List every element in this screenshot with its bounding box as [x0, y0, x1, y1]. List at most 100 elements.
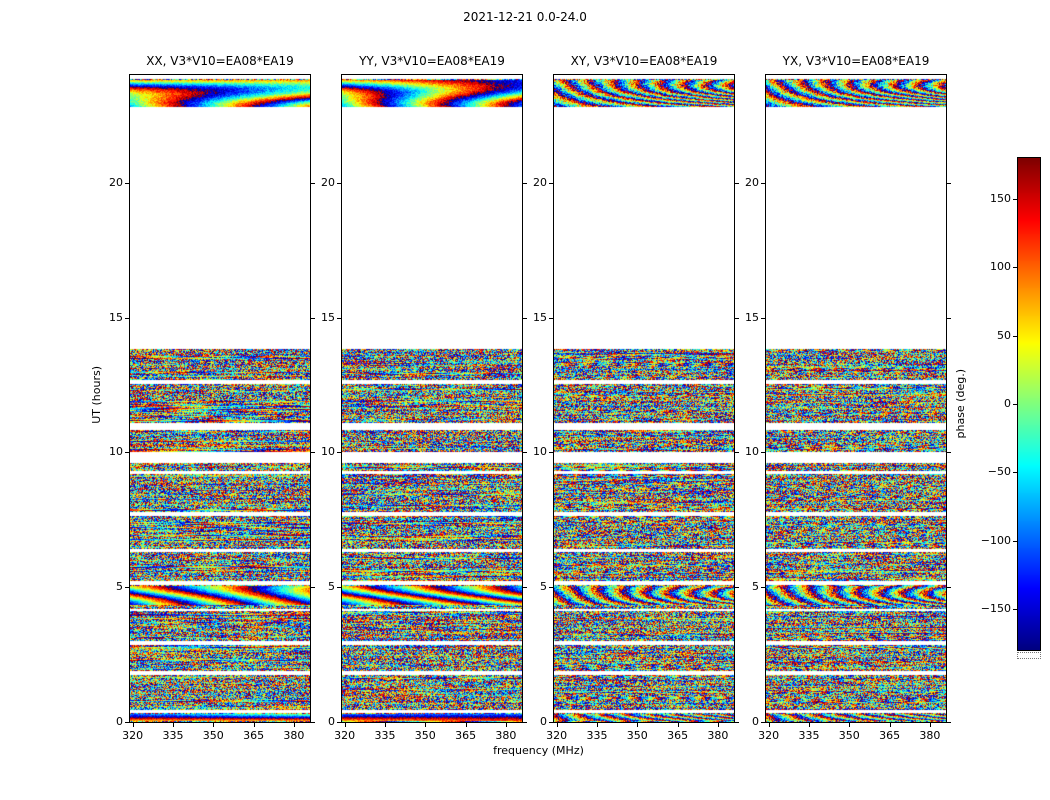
- x-tick-label: 350: [626, 729, 648, 742]
- x-axis-label: frequency (MHz): [493, 744, 584, 757]
- y-tick-mark: [311, 587, 315, 589]
- y-tick-mark: [947, 587, 951, 589]
- colorbar-tick-mark: [1013, 335, 1017, 337]
- y-tick-label: 20: [533, 175, 547, 189]
- x-tick-label: 320: [546, 729, 568, 742]
- y-tick-mark: [125, 587, 129, 589]
- x-tick-mark: [889, 723, 891, 727]
- y-tick-label: 5: [540, 580, 547, 594]
- y-tick-mark: [523, 722, 527, 723]
- x-tick-label: 365: [455, 729, 477, 742]
- colorbar-tick-mark: [1013, 267, 1017, 269]
- colorbar-label: phase (deg.): [954, 369, 967, 439]
- x-tick-mark: [556, 723, 558, 727]
- x-tick-label: 320: [758, 729, 780, 742]
- x-tick-label: 380: [495, 729, 517, 742]
- x-tick-label: 335: [798, 729, 820, 742]
- y-tick-mark: [735, 587, 739, 589]
- x-tick-label: 350: [202, 729, 224, 742]
- x-tick-mark: [849, 723, 851, 727]
- y-tick-mark: [549, 317, 553, 319]
- y-tick-label: 10: [109, 445, 123, 459]
- heatmap-panel-yy: YY, V3*V10=EA08*EA19: [341, 54, 523, 723]
- x-tick-label: 320: [334, 729, 356, 742]
- x-tick-mark: [213, 723, 215, 727]
- x-tick-label: 365: [667, 729, 689, 742]
- y-tick-label: 0: [328, 715, 335, 728]
- x-tick-mark: [132, 723, 134, 727]
- y-tick-mark: [761, 452, 765, 454]
- x-tick-mark: [344, 723, 346, 727]
- panel-title-yx: YX, V3*V10=EA08*EA19: [782, 54, 930, 68]
- y-tick-label: 10: [321, 445, 335, 459]
- x-tick-label: 365: [879, 729, 901, 742]
- y-tick-label: 10: [745, 445, 759, 459]
- x-tick-mark: [384, 723, 386, 727]
- x-tick-mark: [808, 723, 810, 727]
- y-tick-mark: [549, 722, 553, 723]
- y-tick-mark: [947, 182, 951, 184]
- x-tick-mark: [637, 723, 639, 727]
- x-tick-label: 320: [122, 729, 144, 742]
- x-tick-mark: [425, 723, 427, 727]
- figure-title: 2021-12-21 0.0-24.0: [463, 10, 587, 24]
- x-tick-label: 380: [707, 729, 729, 742]
- y-tick-label: 20: [109, 175, 123, 189]
- y-tick-mark: [523, 452, 527, 454]
- colorbar-tick-mark: [1013, 609, 1017, 610]
- y-tick-label: 10: [533, 445, 547, 459]
- x-tick-label: 335: [586, 729, 608, 742]
- phase-heatmap-canvas-yy: [342, 75, 522, 722]
- colorbar-gradient-canvas: [1018, 158, 1040, 650]
- phase-heatmap-canvas-xx: [130, 75, 310, 722]
- colorbar-tick-label: −150: [980, 602, 1011, 615]
- x-tick-label: 380: [283, 729, 305, 742]
- x-tick-label: 335: [162, 729, 184, 742]
- y-tick-mark: [735, 182, 739, 184]
- colorbar: [1017, 157, 1041, 651]
- phase-heatmap-canvas-yx: [766, 75, 946, 722]
- x-tick-mark: [929, 723, 931, 727]
- x-tick-mark: [293, 723, 295, 727]
- y-tick-label: 15: [321, 310, 335, 324]
- y-tick-mark: [523, 317, 527, 319]
- panel-title-xy: XY, V3*V10=EA08*EA19: [570, 54, 718, 68]
- y-tick-mark: [761, 317, 765, 319]
- y-tick-mark: [337, 722, 341, 723]
- colorbar-tick-label: 100: [990, 260, 1011, 274]
- colorbar-tick-mark: [1013, 404, 1017, 405]
- x-tick-mark: [768, 723, 770, 727]
- y-tick-mark: [549, 452, 553, 454]
- x-tick-mark: [253, 723, 255, 727]
- x-tick-mark: [505, 723, 507, 727]
- y-tick-label: 15: [745, 310, 759, 324]
- y-tick-mark: [311, 452, 315, 454]
- y-tick-label: 0: [116, 715, 123, 728]
- y-tick-label: 0: [540, 715, 547, 728]
- x-tick-label: 350: [414, 729, 436, 742]
- heatmap-panel-xx: XX, V3*V10=EA08*EA19: [129, 54, 311, 723]
- heatmap-panel-xy: XY, V3*V10=EA08*EA19: [553, 54, 735, 723]
- x-tick-mark: [596, 723, 598, 727]
- x-tick-label: 335: [374, 729, 396, 742]
- y-tick-mark: [761, 587, 765, 589]
- y-tick-label: 20: [321, 175, 335, 189]
- colorbar-tick-label: −100: [980, 533, 1011, 547]
- x-tick-label: 380: [919, 729, 941, 742]
- y-tick-mark: [337, 182, 341, 184]
- y-tick-label: 15: [109, 310, 123, 324]
- y-tick-label: 15: [533, 310, 547, 324]
- y-tick-label: 0: [752, 715, 759, 728]
- y-tick-mark: [337, 587, 341, 589]
- y-tick-mark: [125, 452, 129, 454]
- y-tick-mark: [735, 452, 739, 454]
- y-tick-label: 5: [328, 580, 335, 594]
- y-tick-mark: [125, 182, 129, 184]
- panel-title-xx: XX, V3*V10=EA08*EA19: [146, 54, 294, 68]
- y-tick-mark: [761, 722, 765, 723]
- colorbar-tick-label: 50: [997, 328, 1011, 342]
- y-tick-mark: [125, 317, 129, 319]
- phase-heatmap-canvas-xy: [554, 75, 734, 722]
- y-tick-mark: [523, 587, 527, 589]
